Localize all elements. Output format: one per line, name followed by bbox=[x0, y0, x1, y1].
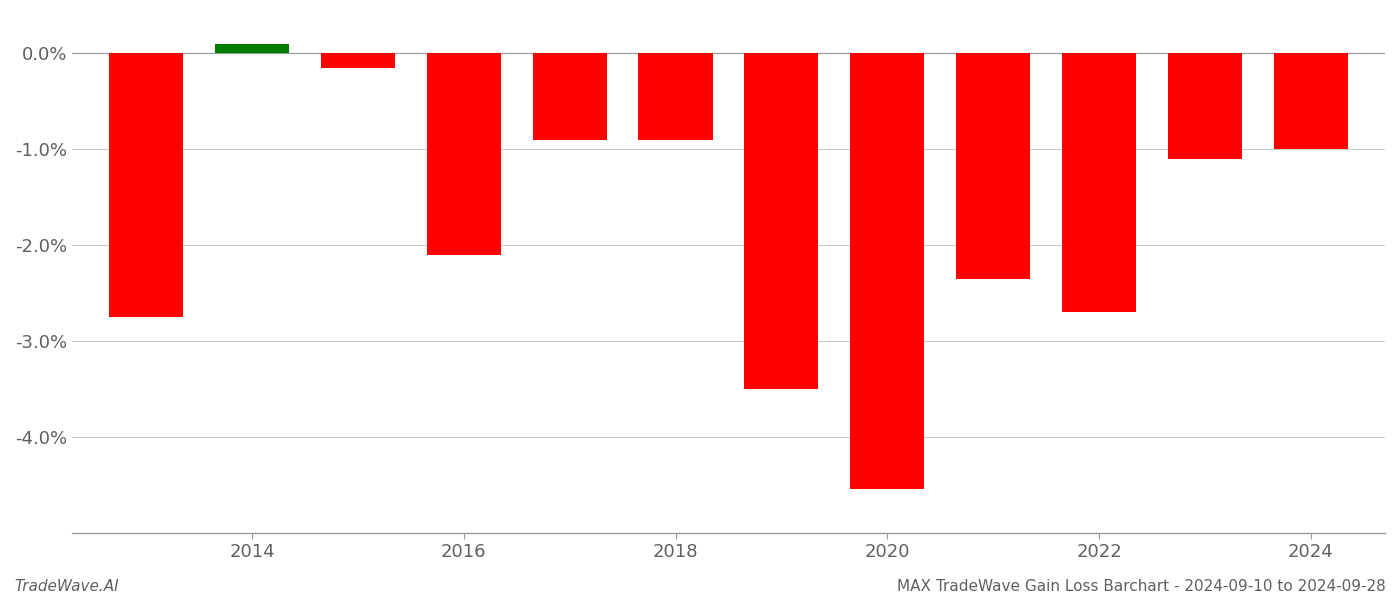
Text: MAX TradeWave Gain Loss Barchart - 2024-09-10 to 2024-09-28: MAX TradeWave Gain Loss Barchart - 2024-… bbox=[897, 579, 1386, 594]
Bar bbox=[1274, 53, 1348, 149]
Bar bbox=[216, 44, 288, 53]
Bar bbox=[956, 53, 1030, 278]
Bar bbox=[638, 53, 713, 140]
Text: TradeWave.AI: TradeWave.AI bbox=[14, 579, 119, 594]
Bar bbox=[850, 53, 924, 490]
Bar bbox=[1063, 53, 1137, 312]
Bar bbox=[745, 53, 819, 389]
Bar bbox=[321, 53, 395, 68]
Bar bbox=[109, 53, 183, 317]
Bar bbox=[427, 53, 501, 254]
Bar bbox=[532, 53, 606, 140]
Bar bbox=[1168, 53, 1242, 159]
